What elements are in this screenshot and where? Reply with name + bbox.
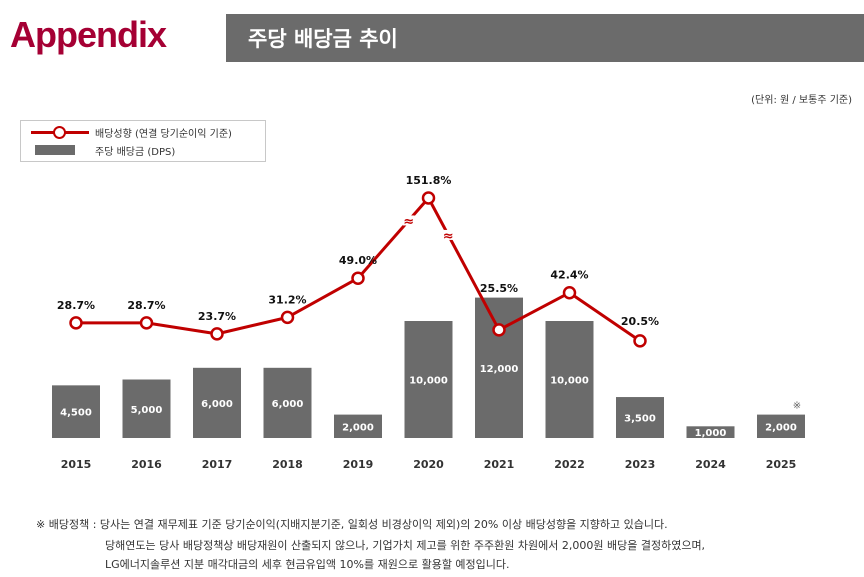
dps-bar-2016 <box>122 379 171 438</box>
dps-bar-2022 <box>545 321 594 438</box>
legend-line-marker-icon <box>31 124 89 140</box>
payout-marker-2016 <box>139 316 154 330</box>
payout-label-2019: 49.0% <box>339 254 377 267</box>
dps-bar-label-2021: 12,000 <box>480 364 519 375</box>
dividend-policy-note-line3: LG에너지솔루션 지분 매각대금의 세후 현금유입액 10%를 재원으로 활용할… <box>105 558 510 571</box>
payout-marker-2020 <box>421 191 436 205</box>
legend-bar-swatch-icon <box>31 142 89 158</box>
payout-marker-2021 <box>492 323 506 337</box>
axis-break-gap-1 <box>442 229 455 240</box>
chart-legend: 배당성향 (연결 당기순이익 기준) 주당 배당금 (DPS) <box>20 120 266 162</box>
payout-label-2015: 28.7% <box>57 299 95 312</box>
dps-bar-label-2017: 6,000 <box>201 399 233 410</box>
page-title: 주당 배당금 추이 <box>248 27 398 51</box>
x-tick-2025: 2025 <box>766 458 797 471</box>
payout-marker-2015 <box>69 316 83 330</box>
axis-break-gap-0 <box>402 215 415 226</box>
legend-item-payout-ratio: 배당성향 (연결 당기순이익 기준) <box>31 124 232 140</box>
payout-label-2020: 151.8% <box>406 174 452 187</box>
axis-break-mark-0: ≈ <box>403 214 414 229</box>
x-tick-2015: 2015 <box>61 458 92 471</box>
dps-bar-label-2015: 4,500 <box>60 408 92 419</box>
payout-marker-2018 <box>280 310 295 325</box>
x-tick-2021: 2021 <box>484 458 515 471</box>
payout-marker-2022 <box>562 285 577 300</box>
dps-bar-label-2020: 10,000 <box>409 376 448 387</box>
x-tick-2024: 2024 <box>695 458 726 471</box>
x-tick-2019: 2019 <box>343 458 374 471</box>
payout-label-2017: 23.7% <box>198 310 236 323</box>
footnote-mark: ※ <box>793 401 801 412</box>
x-tick-2022: 2022 <box>554 458 585 471</box>
dividend-policy-note: ※ 배당정책 : 당사는 연결 재무제표 기준 당기순이익(지배지분기준, 일회… <box>36 518 668 531</box>
dps-bar-label-2018: 6,000 <box>272 399 304 410</box>
payout-marker-2019 <box>351 271 365 285</box>
dividend-policy-note-line2: 당해연도는 당사 배당정책상 배당재원이 산출되지 않으나, 기업가치 제고를 … <box>105 539 706 552</box>
dps-bar-2019 <box>334 414 382 438</box>
dps-bar-label-2019: 2,000 <box>342 422 374 433</box>
dps-bar-label-2022: 10,000 <box>550 376 589 387</box>
legend-line-label: 배당성향 (연결 당기순이익 기준) <box>95 128 232 140</box>
payout-marker-2023 <box>633 334 647 348</box>
dps-bar-2024 <box>686 426 735 438</box>
legend-item-dps: 주당 배당금 (DPS) <box>31 142 175 158</box>
unit-note: (단위: 원 / 보통주 기준) <box>751 95 852 106</box>
payout-label-2021: 25.5% <box>480 282 518 295</box>
dps-bar-label-2016: 5,000 <box>131 405 163 416</box>
x-tick-2020: 2020 <box>413 458 444 471</box>
dps-bar-2023 <box>616 397 664 438</box>
x-tick-2018: 2018 <box>272 458 303 471</box>
dps-bar-label-2024: 1,000 <box>695 428 727 439</box>
x-tick-2023: 2023 <box>625 458 656 471</box>
dps-bar-2020 <box>404 321 453 438</box>
dps-bar-label-2025: 2,000 <box>765 422 797 433</box>
payout-label-2023: 20.5% <box>621 315 659 328</box>
dividend-chart: 4,500 5,000 6,000 6,000 2,000 10,000 12,000 10,… <box>52 174 805 471</box>
dps-bar-2025 <box>757 414 805 438</box>
x-tick-2016: 2016 <box>131 458 162 471</box>
title-bar: 주당 배당금 추이 <box>226 14 864 62</box>
dps-bar-2017 <box>193 367 241 438</box>
axis-break-mark-1: ≈ <box>443 229 454 244</box>
x-tick-2017: 2017 <box>202 458 233 471</box>
payout-label-2022: 42.4% <box>550 269 588 282</box>
payout-label-2018: 31.2% <box>268 293 306 306</box>
legend-bar-label: 주당 배당금 (DPS) <box>95 146 176 158</box>
dps-bar-label-2023: 3,500 <box>624 414 656 425</box>
dps-bar-2018 <box>263 367 312 438</box>
dps-bar-2015 <box>52 385 100 438</box>
payout-label-2016: 28.7% <box>127 299 165 312</box>
payout-marker-2017 <box>210 327 224 341</box>
brand-logo: Appendix <box>10 14 167 55</box>
